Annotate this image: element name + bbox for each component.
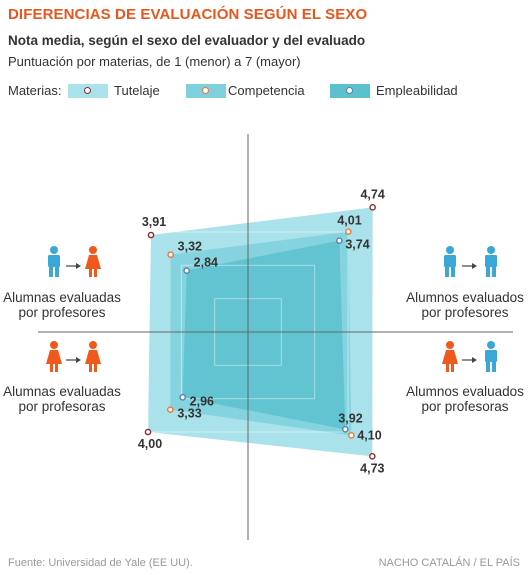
marker-tutelaje-top-left: [147, 231, 155, 239]
male-icon: [485, 341, 497, 372]
data-label-competencia-top-left: 3,32: [178, 240, 202, 254]
legend-marker-empleabilidad: [346, 87, 353, 94]
quadrant-label-bottom-right: Alumnos evaluados por profesoras: [406, 384, 524, 414]
marker-empleabilidad-top-right: [336, 237, 343, 244]
female-icon: [85, 246, 101, 277]
legend-title: Materias:: [8, 83, 62, 98]
source-note: Fuente: Universidad de Yale (EE UU).: [8, 557, 193, 569]
data-label-tutelaje-bottom-right: 4,73: [360, 461, 384, 475]
marker-competencia-bottom-left: [167, 406, 174, 413]
marker-tutelaje-bottom-left: [144, 428, 152, 436]
data-label-empleabilidad-bottom-left: 2,96: [190, 394, 214, 408]
male-icon: [48, 246, 60, 277]
data-label-tutelaje-bottom-left: 4,00: [138, 437, 162, 451]
credit: NACHO CATALÁN / EL PAÍS: [378, 557, 520, 569]
male-icon: [485, 246, 497, 277]
arrow-icon: [462, 357, 477, 363]
legend-marker-competencia: [202, 87, 209, 94]
data-label-tutelaje-top-right: 4,74: [360, 187, 384, 201]
legend-label-empleabilidad: Empleabilidad: [376, 83, 458, 98]
chart-description: Puntuación por materias, de 1 (menor) a …: [8, 54, 301, 69]
data-label-competencia-bottom-right: 4,10: [357, 428, 381, 442]
data-label-competencia-bottom-left: 3,33: [177, 407, 201, 421]
arrow-icon: [66, 263, 81, 269]
legend-label-competencia: Competencia: [228, 83, 305, 98]
marker-competencia-bottom-right: [348, 432, 355, 439]
marker-empleabilidad-top-left: [183, 267, 190, 274]
data-label-empleabilidad-top-left: 2,84: [194, 256, 218, 270]
chart-title: DIFERENCIAS DE EVALUACIÓN SEGÚN EL SEXO: [8, 6, 368, 23]
data-label-empleabilidad-top-right: 3,74: [345, 238, 369, 252]
quadrant-label-bottom-left: Alumnas evaluadas por profesoras: [3, 384, 121, 414]
legend-swatch-tutelaje: [68, 84, 108, 98]
female-icon: [442, 341, 458, 372]
legend-marker-tutelaje: [84, 87, 91, 94]
quadrant-label-top-right: Alumnos evaluados por profesores: [406, 290, 524, 320]
data-label-tutelaje-top-left: 3,91: [142, 215, 166, 229]
legend-swatch-empleabilidad: [330, 84, 370, 98]
arrow-icon: [66, 357, 81, 363]
female-icon: [85, 341, 101, 372]
chart-subtitle: Nota media, según el sexo del evaluador …: [8, 33, 366, 48]
arrow-icon: [462, 263, 477, 269]
marker-competencia-top-right: [345, 228, 352, 235]
legend-swatch-competencia: [186, 84, 226, 98]
marker-competencia-top-left: [167, 251, 174, 258]
marker-empleabilidad-bottom-right: [342, 426, 349, 433]
marker-tutelaje-bottom-right: [369, 453, 376, 460]
male-icon: [444, 246, 456, 277]
data-label-competencia-top-right: 4,01: [337, 214, 361, 228]
data-label-empleabilidad-bottom-right: 3,92: [338, 411, 362, 425]
female-icon: [46, 341, 62, 372]
series-area-empleabilidad: [182, 240, 346, 430]
legend-label-tutelaje: Tutelaje: [114, 83, 160, 98]
marker-tutelaje-top-right: [369, 204, 376, 211]
marker-empleabilidad-bottom-left: [179, 394, 186, 401]
quadrant-label-top-left: Alumnas evaluadas por profesores: [3, 290, 121, 320]
